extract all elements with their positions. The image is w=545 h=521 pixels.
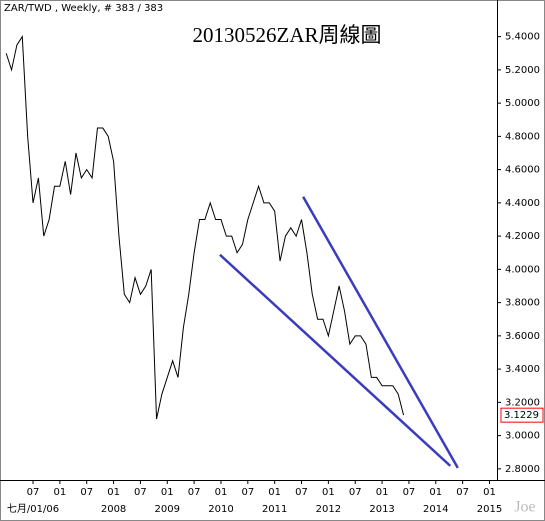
- y-tick-label: 3.6000: [505, 331, 540, 342]
- x-tick-label: 01: [215, 487, 228, 498]
- x-year-label: 2009: [155, 504, 180, 515]
- x-year-label: 2014: [423, 504, 448, 515]
- last-value-label: 3.1229: [504, 410, 539, 421]
- y-tick-label: 5.2000: [505, 65, 540, 76]
- y-tick-label: 3.8000: [505, 298, 540, 309]
- y-tick-label: 4.0000: [505, 264, 540, 275]
- y-tick-label: 3.0000: [505, 431, 540, 442]
- x-year-label: 2013: [369, 504, 394, 515]
- x-tick-label: 07: [80, 487, 93, 498]
- x-tick-label: 01: [322, 487, 335, 498]
- y-tick-label: 2.8000: [505, 464, 540, 475]
- x-year-label: 2010: [208, 504, 233, 515]
- y-tick-label: 5.0000: [505, 98, 540, 109]
- x-year-label: 2012: [316, 504, 341, 515]
- x-tick-label: 01: [54, 487, 67, 498]
- last-value-box: [500, 407, 544, 423]
- x-tick-label: 07: [295, 487, 308, 498]
- x-year-label: 七月/01/06: [7, 503, 59, 515]
- watermark: Joe: [514, 499, 535, 516]
- y-tick-label: 4.2000: [505, 231, 540, 242]
- x-tick-label: 07: [241, 487, 254, 498]
- x-tick-label: 07: [27, 487, 40, 498]
- x-tick-label: 07: [456, 487, 469, 498]
- x-tick-label: 07: [188, 487, 201, 498]
- x-tick-label: 01: [376, 487, 389, 498]
- x-year-label: 2008: [101, 504, 126, 515]
- chart-title: 20130526ZAR周線圖: [193, 23, 382, 47]
- x-year-label: 2015: [477, 504, 502, 515]
- trend-line: [302, 196, 459, 469]
- x-tick-label: 01: [429, 487, 442, 498]
- x-year-label: 2011: [262, 504, 287, 515]
- header: ZAR/TWD , Weekly, # 383 / 383: [4, 3, 163, 14]
- y-tick-label: 4.4000: [505, 198, 540, 209]
- x-tick-label: 07: [134, 487, 147, 498]
- y-tick-label: 3.2000: [505, 397, 540, 408]
- y-tick-label: 4.8000: [505, 131, 540, 142]
- price-line: [5, 35, 405, 420]
- x-tick-label: 01: [161, 487, 174, 498]
- trend-line: [219, 253, 452, 467]
- y-tick-label: 5.4000: [505, 32, 540, 43]
- x-tick-label: 01: [268, 487, 281, 498]
- x-tick-label: 07: [349, 487, 362, 498]
- x-tick-label: 01: [107, 487, 120, 498]
- y-tick-label: 4.6000: [505, 165, 540, 176]
- y-tick-label: 3.4000: [505, 364, 540, 375]
- x-tick-label: 07: [403, 487, 416, 498]
- x-tick-label: 01: [483, 487, 496, 498]
